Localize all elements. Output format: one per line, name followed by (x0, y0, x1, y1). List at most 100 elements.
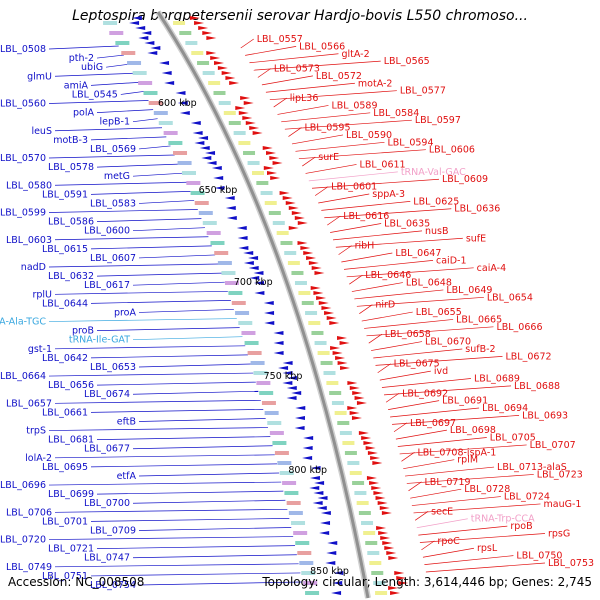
gene-label: tRNA-Ala-TGC (0, 317, 46, 328)
gene-label: caiA-4 (477, 263, 506, 274)
gene-features (103, 16, 409, 595)
cog-category-strip (179, 31, 192, 35)
gene-label: LBL_0648 (406, 278, 452, 289)
leader-line (96, 545, 296, 550)
gene-label: LBL_0665 (456, 314, 502, 325)
reverse-gene-arrow (264, 311, 275, 315)
cog-category-strip (213, 91, 226, 95)
cog-category-strip (358, 511, 371, 515)
reverse-gene-arrow (213, 176, 224, 180)
leader-line (298, 149, 426, 160)
cog-category-strip (127, 61, 142, 65)
forward-gene-arrow (372, 461, 383, 465)
gene-label: LBL_0642 (42, 353, 88, 364)
forward-gene-arrow (297, 241, 308, 245)
leader-line (341, 252, 393, 263)
leader-line (257, 68, 272, 78)
gene-label: LBL_0601 (331, 182, 377, 193)
forward-gene-arrow (366, 476, 377, 480)
gene-label: LBL_0721 (48, 544, 94, 555)
scale-mark-label: 700 kbp (234, 277, 273, 288)
gene-label: LBL_0689 (474, 373, 520, 384)
cog-category-strip (158, 121, 173, 125)
gene-label: nusB (425, 226, 449, 237)
gene-label: rpoC (437, 536, 460, 547)
gene-label: rplU (32, 289, 52, 300)
scale-mark-label: 850 kbp (310, 566, 349, 577)
gene-label: LBL_0594 (387, 137, 433, 148)
gene-label: LBL_0566 (299, 41, 345, 52)
cog-category-strip (252, 171, 265, 175)
cog-category-strip (253, 371, 268, 375)
reverse-gene-arrow (161, 71, 172, 75)
leader-line (132, 227, 205, 232)
forward-gene-arrow (335, 356, 346, 360)
reverse-gene-arrow (144, 41, 155, 45)
cog-category-strip (197, 61, 210, 65)
gene-label: LBL_0707 (530, 440, 576, 451)
leader-line (245, 46, 297, 56)
gene-label: metG (104, 171, 130, 182)
leader-line (253, 60, 381, 71)
leader-line (90, 81, 140, 86)
leader-line (416, 518, 468, 529)
leader-line (330, 223, 382, 233)
leader-line (132, 118, 158, 123)
reverse-gene-arrow (248, 266, 259, 270)
reverse-gene-arrow (179, 111, 190, 115)
gene-label: tRNA-Val-GAC (401, 167, 466, 178)
gene-label: LBL_0672 (506, 351, 552, 362)
cog-category-strip (268, 211, 281, 215)
reverse-gene-arrow (326, 551, 337, 555)
gene-label: LBL_0654 (487, 292, 533, 303)
forward-gene-arrow (282, 196, 293, 200)
gene-label: surE (318, 152, 339, 163)
cog-category-strip (329, 391, 342, 395)
label-leader-lines (48, 38, 546, 586)
gene-label: LBL_0577 (400, 86, 446, 97)
reverse-gene-arrow (150, 46, 161, 50)
leader-line (96, 218, 202, 222)
reverse-gene-arrow (194, 141, 205, 145)
cog-category-strip (261, 401, 276, 405)
cog-category-strip (317, 351, 330, 355)
forward-gene-arrow (272, 161, 283, 165)
gene-label: ribH (355, 241, 375, 252)
reverse-gene-arrow (253, 271, 264, 275)
forward-gene-arrow (324, 311, 335, 315)
gene-label: trpS (26, 426, 46, 437)
cog-category-strip (103, 21, 118, 25)
forward-gene-arrow (214, 61, 225, 65)
gene-label: leuS (31, 126, 52, 137)
forward-gene-arrow (384, 546, 395, 550)
reverse-gene-arrow (159, 61, 170, 65)
forward-gene-arrow (349, 411, 360, 415)
leader-line (295, 141, 385, 152)
leader-line (373, 348, 463, 359)
gene-label: LBL_0706 (6, 507, 52, 518)
leader-line (132, 336, 243, 341)
reverse-gene-arrow (294, 416, 305, 420)
cog-category-strip (326, 381, 339, 385)
cog-category-strip (347, 461, 360, 465)
cog-category-strip (284, 491, 299, 495)
leader-line (359, 304, 373, 314)
reverse-gene-arrow (282, 381, 293, 385)
cog-category-strip (288, 511, 303, 515)
gene-label: rpoB (510, 521, 532, 532)
leader-line (368, 333, 382, 344)
gene-label: LBL_0697 (410, 418, 456, 429)
forward-gene-arrow (235, 106, 246, 110)
cog-category-strip (363, 531, 376, 535)
reverse-gene-arrow (243, 261, 254, 265)
leader-line (138, 200, 195, 204)
leader-line (390, 407, 480, 418)
cog-category-strip (276, 231, 289, 235)
gene-label: lepB-1 (99, 117, 130, 128)
reverse-gene-arrow (294, 426, 305, 430)
forward-gene-arrow (347, 381, 358, 385)
cog-category-strip (228, 121, 241, 125)
reverse-gene-arrow (291, 391, 302, 395)
reverse-gene-arrow (295, 406, 306, 410)
forward-gene-arrow (269, 156, 280, 160)
